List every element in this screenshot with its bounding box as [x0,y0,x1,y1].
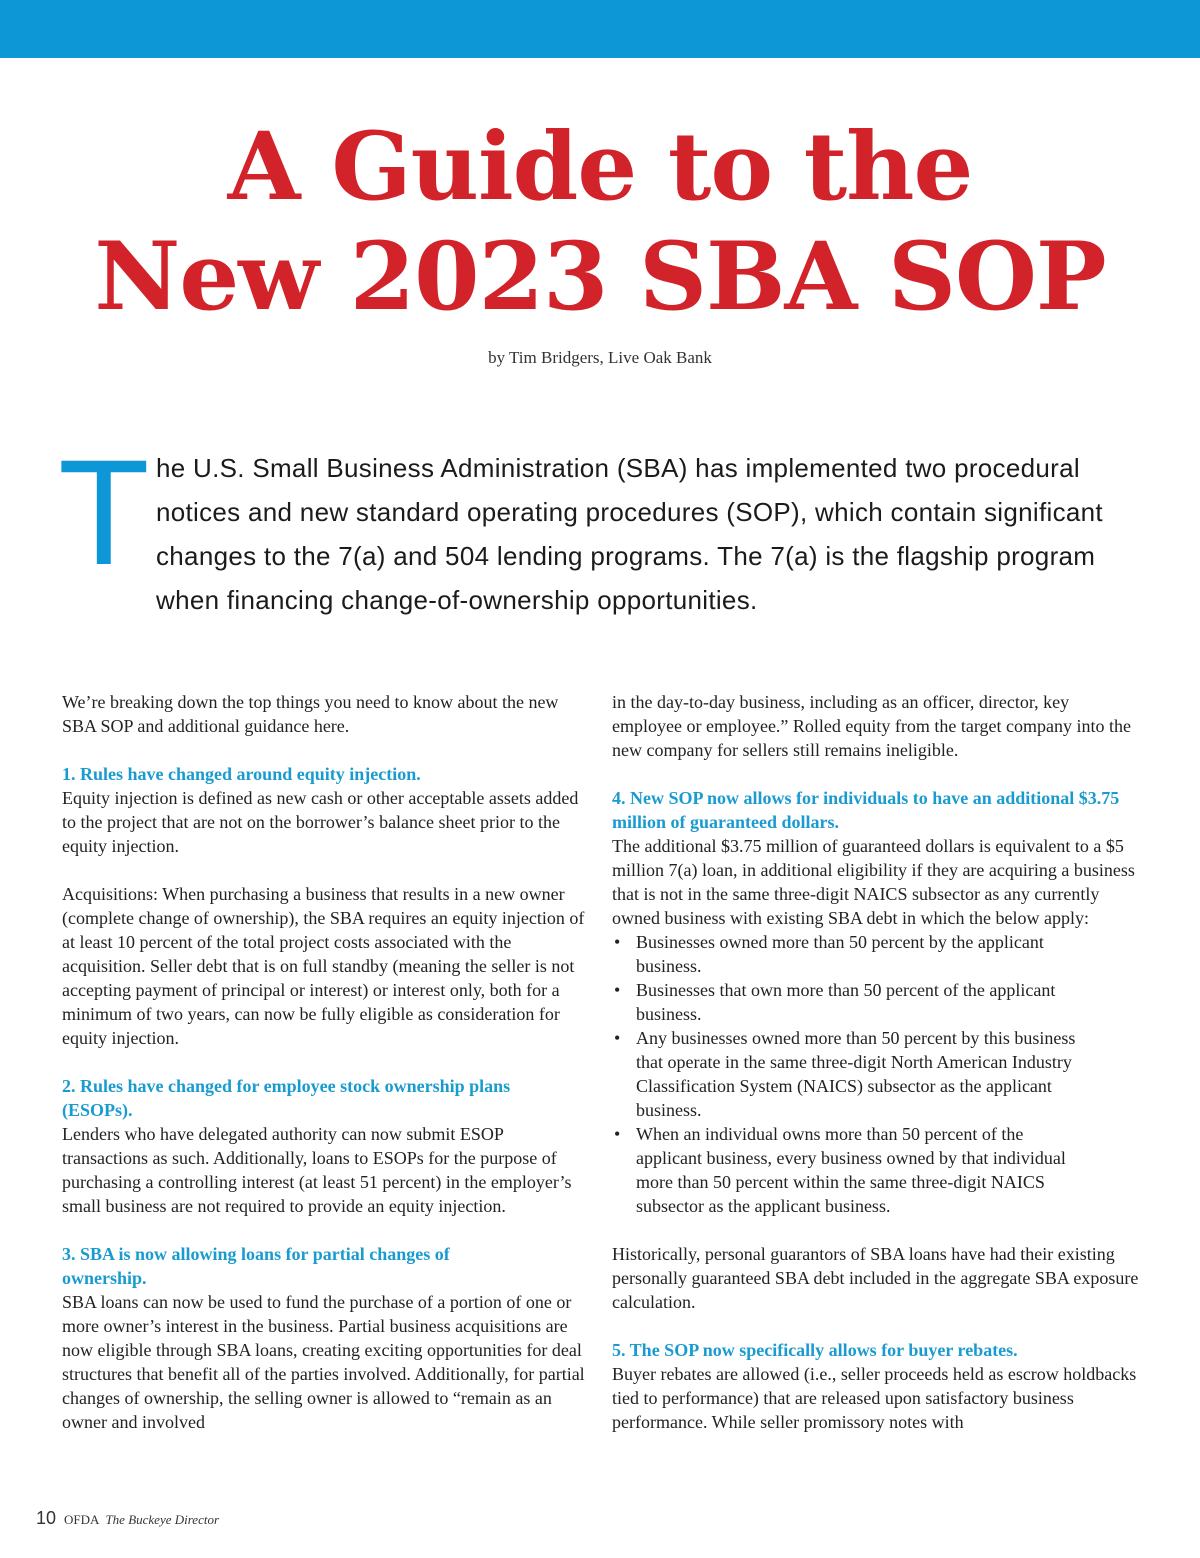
page-number: 10 [36,1508,57,1528]
section-heading: 3. SBA is now allowing loans for partial… [62,1244,450,1288]
list-item: When an individual owns more than 50 per… [614,1122,1076,1218]
footer-org: OFDA [64,1512,100,1527]
lead-text: he U.S. Small Business Administration (S… [156,453,1103,615]
body-paragraph: Lenders who have delegated authority can… [62,1124,572,1216]
page-footer: 10 OFDA The Buckeye Director [36,1508,219,1529]
bullet-list: Businesses owned more than 50 percent by… [612,930,1076,1218]
section-heading: 2. Rules have changed for employee stock… [62,1076,511,1120]
footer-publication: The Buckeye Director [105,1512,220,1527]
top-color-bar [0,0,1200,58]
body-paragraph: Equity injection is defined as new cash … [62,788,579,856]
right-column: in the day-to-day business, including as… [612,690,1142,1458]
drop-cap: T [58,428,150,596]
list-item: Businesses owned more than 50 percent by… [614,930,1076,978]
section-heading: 4. New SOP now allows for individuals to… [612,788,1120,832]
byline: by Tim Bridgers, Live Oak Bank [488,348,712,367]
title-line-1: A Guide to the [227,112,974,222]
body-paragraph: Buyer rebates are allowed (i.e., seller … [612,1364,1137,1432]
body-paragraph: The additional $3.75 million of guarante… [612,836,1135,928]
intro-paragraph: We’re breaking down the top things you n… [62,692,559,736]
section-heading: 1. Rules have changed around equity inje… [62,764,421,784]
title-line-2: New 2023 SBA SOP [94,222,1106,332]
list-item: Businesses that own more than 50 percent… [614,978,1076,1026]
left-column: We’re breaking down the top things you n… [62,690,592,1458]
lead-paragraph: T he U.S. Small Business Administration … [58,437,1122,622]
body-paragraph: Historically, personal guarantors of SBA… [612,1244,1139,1312]
list-item: Any businesses owned more than 50 percen… [614,1026,1076,1122]
section-heading: 5. The SOP now specifically allows for b… [612,1340,1018,1360]
body-paragraph: SBA loans can now be used to fund the pu… [62,1292,585,1432]
body-paragraph: Acquisitions: When purchasing a business… [62,884,585,1048]
article-title: A Guide to the New 2023 SBA SOP [0,112,1200,332]
body-paragraph: in the day-to-day business, including as… [612,692,1132,760]
